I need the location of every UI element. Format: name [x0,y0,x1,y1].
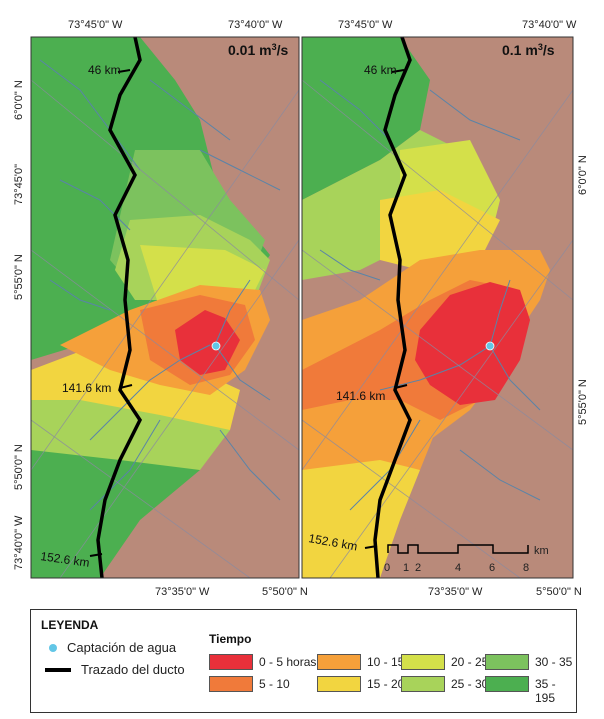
map-right-frame [301,36,574,579]
coord-left: 5°55'0" N [13,254,25,300]
coord-top: 73°40'0" W [228,19,283,31]
km-label-152-6: 152.6 km [40,549,91,570]
river-network [319,79,541,511]
scale-tick-0: 0 [384,562,390,574]
maps-figure: 46 km 141.6 km 152.6 km 0.01 m3/s [13,19,589,598]
coord-left: 73°45'0" [13,164,25,205]
km-label-46: 46 km [364,63,397,77]
scale-bar: 0 1 2 4 6 8 km [384,544,549,574]
pipeline-line-icon [45,667,71,672]
map-right: 46 km 141.6 km 152.6 km 0.1 m3/s 0 1 2 4… [301,36,574,579]
scale-tick-1: 1 [403,562,409,574]
legend-swatch-20-25 [401,654,445,670]
coord-left: 5°50'0" N [13,444,25,490]
coord-bottom: 73°35'0" W [428,586,483,598]
coord-left: 6°0'0" N [13,80,25,120]
terrain-wedge [390,360,573,578]
graticule [301,79,574,579]
legend-class-label: 15 - 20 [367,677,405,691]
legend: LEYENDA Captación de agua Trazado del du… [30,609,577,713]
legend-swatch-0-5 [209,654,253,670]
legend-tiempo-title: Tiempo [209,632,252,646]
coord-bottom: 5°50'0" N [536,586,582,598]
zone-10-15-lower [302,400,440,470]
scale-tick-2: 2 [415,562,421,574]
zone-35-195-lower [31,430,200,578]
pipeline-route [373,36,412,579]
coord-left: 73°40'0" W [13,515,25,570]
km-tick [364,545,378,549]
zone-35-195 [302,37,430,200]
map-left: 46 km 141.6 km 152.6 km 0.01 m3/s [30,36,300,579]
legend-swatch-25-30 [401,676,445,692]
legend-item-pipeline: Trazado del ducto [45,662,185,677]
map-left-title: 0.01 m3/s [228,42,288,58]
zone-15-20 [31,340,240,430]
km-tick [391,69,405,73]
zone-0-5 [415,282,530,405]
coord-top: 73°45'0" W [338,19,393,31]
legend-class-label: 20 - 25 [451,655,489,669]
km-tick [119,384,133,389]
map-right-title: 0.1 m3/s [502,42,555,58]
legend-class-label: 10 - 15 [367,655,405,669]
water-intake-icon [49,643,57,652]
legend-class-label: 5 - 10 [259,677,290,691]
scale-tick-4: 4 [455,562,461,574]
water-intake-point [485,341,495,351]
legend-class-label: 35 - 195 [535,677,556,705]
legend-item-intake: Captación de agua [45,640,176,655]
legend-swatch-15-20 [317,676,361,692]
pipeline-route [96,36,143,579]
km-tick [89,553,103,557]
river-network [39,59,281,511]
zone-0-5 [175,310,240,375]
scale-tick-8: 8 [523,562,529,574]
scale-tick-6: 6 [489,562,495,574]
zone-15-20 [380,190,500,270]
legend-title: LEYENDA [41,618,99,632]
legend-swatch-10-15 [317,654,361,670]
map-left-frame [30,36,300,579]
km-label-46: 46 km [88,63,121,77]
legend-swatch-30-35 [485,654,529,670]
zone-25-30-lower [31,380,230,470]
coord-right: 6°0'0" N [577,155,589,195]
coord-top: 73°45'0" W [68,19,123,31]
coord-right: 5°55'0" N [577,379,589,425]
km-tick [394,384,408,389]
legend-class-label: 0 - 5 horas [259,655,317,669]
coord-bottom: 5°50'0" N [262,586,308,598]
coord-bottom: 73°35'0" W [155,586,210,598]
km-label-141-6: 141.6 km [336,389,385,403]
legend-swatch-35-195 [485,676,529,692]
zone-15-20-lower [302,450,420,578]
legend-class-label: 25 - 30 [451,677,489,691]
km-tick [117,69,131,73]
legend-item-label: Captación de agua [67,640,177,655]
legend-class-label: 30 - 35 [535,655,573,669]
water-intake-point [211,341,221,351]
legend-swatch-5-10 [209,676,253,692]
km-label-141-6: 141.6 km [62,381,111,395]
coord-top: 73°40'0" W [522,19,577,31]
terrain-wedge [140,370,299,578]
legend-item-label: Trazado del ducto [81,662,185,677]
scale-unit: km [534,545,549,557]
